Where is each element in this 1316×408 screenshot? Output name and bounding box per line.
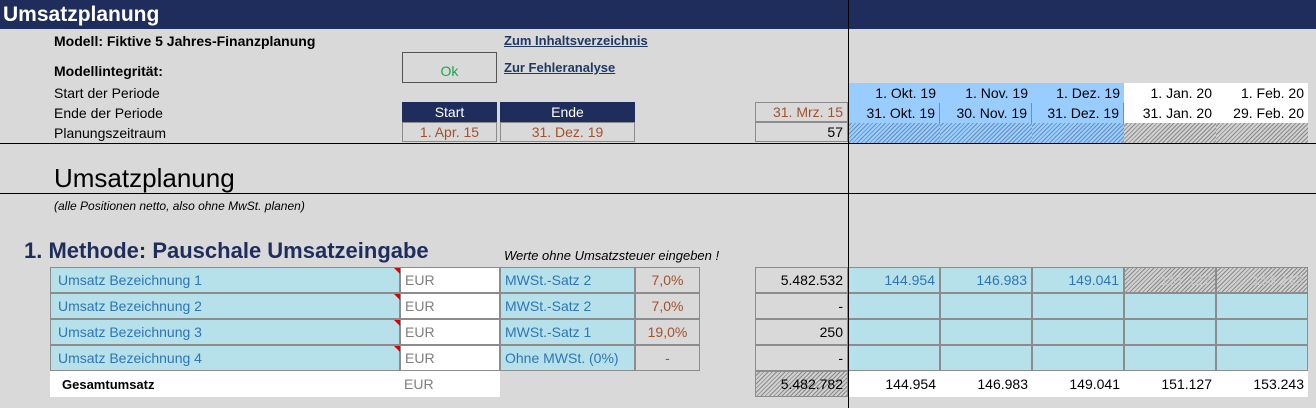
- row-total: 5.482.532: [755, 267, 848, 293]
- value-cell: 144.954: [848, 267, 940, 293]
- section-band: [0, 143, 1316, 194]
- hatched-cell: 153.243: [1216, 267, 1308, 293]
- row-name: Umsatz Bezeichnung 1: [50, 267, 400, 293]
- value-cell: [1124, 345, 1216, 371]
- model-label: Modell: Fiktive 5 Jahres-Finanzplanung: [54, 32, 316, 49]
- period-start: 1. Dez. 19: [1032, 83, 1124, 103]
- vat-label: MWSt.-Satz 1: [500, 319, 635, 345]
- integrity-label: Modellintegrität:: [54, 62, 163, 79]
- value-cell: [940, 293, 1032, 319]
- value-cell: 149.041: [1032, 267, 1124, 293]
- row-name: Umsatz Bezeichnung 4: [50, 345, 400, 371]
- currency: EUR: [400, 319, 500, 345]
- vat-label: MWSt.-Satz 2: [500, 267, 635, 293]
- vat-rate: 19,0%: [635, 319, 700, 345]
- total-month: 144.954: [848, 371, 940, 397]
- vat-rate: -: [635, 345, 700, 371]
- date-cell: 31. Dez. 19: [500, 122, 635, 142]
- period-end: 30. Nov. 19: [940, 103, 1032, 123]
- currency: EUR: [400, 267, 500, 293]
- integrity-status: Ok: [402, 52, 497, 83]
- value-cell: [1124, 319, 1216, 345]
- period-start: 1. Nov. 19: [940, 83, 1032, 103]
- comment-marker: [394, 268, 400, 274]
- divider: [848, 0, 849, 408]
- currency: EUR: [400, 371, 500, 397]
- value-cell: [1216, 345, 1308, 371]
- row-total: -: [755, 293, 848, 319]
- value-cell: [848, 319, 940, 345]
- row-label: Ende der Periode: [54, 104, 163, 121]
- value-cell: [1032, 319, 1124, 345]
- section-title: Umsatzplanung: [54, 163, 235, 193]
- currency: EUR: [400, 293, 500, 319]
- hatched-cell: [848, 123, 940, 143]
- column-header: Ende: [500, 102, 635, 122]
- total-month: 153.243: [1216, 371, 1308, 397]
- value-cell: [940, 319, 1032, 345]
- total-value: 5.482.782: [755, 371, 848, 397]
- hatched-cell: [1032, 123, 1124, 143]
- vat-label: MWSt.-Satz 2: [500, 293, 635, 319]
- vat-rate: 7,0%: [635, 267, 700, 293]
- title-bar: Umsatzplanung: [0, 0, 1316, 29]
- row-total: 250: [755, 319, 848, 345]
- divider: [0, 193, 1316, 194]
- hatched-cell: [940, 123, 1032, 143]
- link[interactable]: Zur Fehleranalyse: [504, 60, 616, 75]
- period-start: 1. Jan. 20: [1124, 83, 1216, 103]
- value-cell: [1216, 319, 1308, 345]
- row-label: Planungszeitraum: [54, 124, 167, 141]
- value-cell: [1032, 293, 1124, 319]
- value-cell: [1124, 293, 1216, 319]
- currency: EUR: [400, 345, 500, 371]
- total-month: 146.983: [940, 371, 1032, 397]
- total-name: Gesamtumsatz: [50, 371, 400, 397]
- date-cell: 1. Apr. 15: [402, 122, 497, 142]
- method-title: 1. Methode: Pauschale Umsatzeingabe: [24, 238, 429, 263]
- row-total: -: [755, 345, 848, 371]
- link[interactable]: Zum Inhaltsverzeichnis: [504, 33, 648, 48]
- value-cell: [940, 345, 1032, 371]
- hatched-cell: [1216, 123, 1308, 143]
- period-end: 31. Jan. 20: [1124, 103, 1216, 123]
- value-cell: [848, 293, 940, 319]
- comment-marker: [394, 294, 400, 300]
- period-start: 1. Feb. 20: [1216, 83, 1308, 103]
- value-cell: [1032, 345, 1124, 371]
- date-cell: 31. Mrz. 15: [755, 102, 848, 122]
- hatched-cell: [1124, 123, 1216, 143]
- note: (alle Positionen netto, also ohne MwSt. …: [54, 199, 305, 213]
- period-end: 31. Okt. 19: [848, 103, 940, 123]
- value-cell: 146.983: [940, 267, 1032, 293]
- total-month: 151.127: [1124, 371, 1216, 397]
- count-cell: 57: [755, 122, 848, 142]
- value-cell: [848, 345, 940, 371]
- vat-rate: 7,0%: [635, 293, 700, 319]
- divider: [0, 143, 1316, 144]
- row-label: Start der Periode: [54, 84, 160, 101]
- period-end: 31. Dez. 19: [1032, 103, 1124, 123]
- period-end: 29. Feb. 20: [1216, 103, 1308, 123]
- total-month: 149.041: [1032, 371, 1124, 397]
- row-name: Umsatz Bezeichnung 2: [50, 293, 400, 319]
- vat-label: Ohne MWSt. (0%): [500, 345, 635, 371]
- comment-marker: [394, 320, 400, 326]
- comment-marker: [394, 346, 400, 352]
- value-cell: [1216, 293, 1308, 319]
- hatched-cell: 151.127: [1124, 267, 1216, 293]
- column-header: Start: [402, 102, 497, 122]
- period-start: 1. Okt. 19: [848, 83, 940, 103]
- hint: Werte ohne Umsatzsteuer eingeben !: [504, 247, 720, 263]
- row-name: Umsatz Bezeichnung 3: [50, 319, 400, 345]
